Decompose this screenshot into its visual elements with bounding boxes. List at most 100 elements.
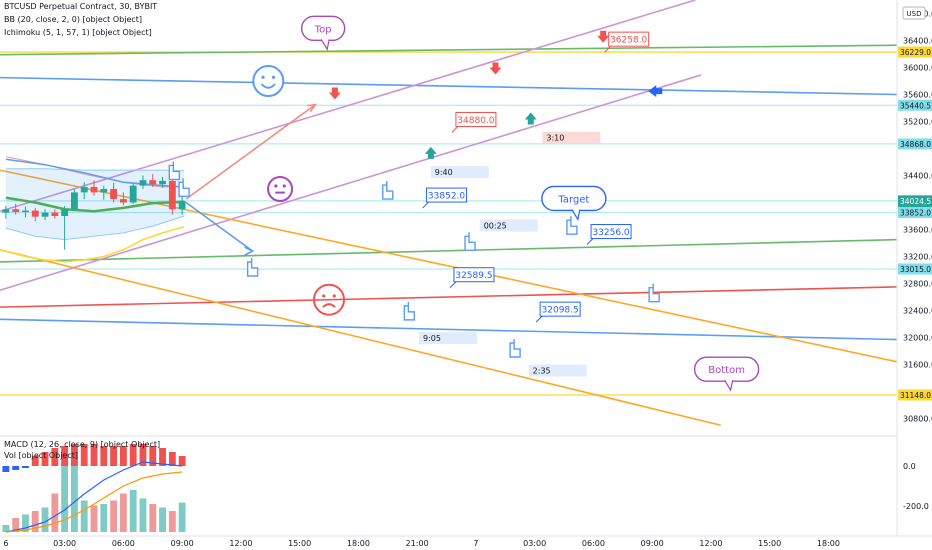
bollinger-lower-line <box>5 215 185 241</box>
trend-line-0 <box>0 44 898 56</box>
trend-line-6 <box>0 74 702 292</box>
macd-histogram-bar-18 <box>178 456 186 466</box>
trend-line-5 <box>0 0 696 213</box>
volume-legend: Vol [object Object] <box>4 451 79 460</box>
time-tick-1: 03:00 <box>53 539 76 548</box>
price-tick-11: 36000.0 <box>903 64 932 73</box>
volume-bar-13 <box>129 490 137 532</box>
time-tick-0: 6 <box>3 539 8 548</box>
macd-histogram-bar-2 <box>22 466 29 468</box>
projection-arrow-down-head <box>244 246 255 256</box>
macd-histogram-bar-14 <box>139 444 147 466</box>
time-label-text-13: 2:35 <box>533 367 551 376</box>
price-label-box-8 <box>539 301 581 317</box>
price-tick-3: 32400.0 <box>903 307 932 316</box>
macd-histogram-bar-13 <box>129 444 137 466</box>
volume-bar-3 <box>31 511 39 532</box>
price-tag-6 <box>898 389 932 401</box>
price-tag-2 <box>898 138 932 150</box>
time-tick-4: 12:00 <box>229 539 252 548</box>
volume-bar-5 <box>51 493 59 532</box>
time-tick-14: 18:00 <box>817 539 840 548</box>
volume-bar-11 <box>110 500 118 532</box>
price-label-tick-5 <box>422 201 429 209</box>
ichimoku-line <box>5 196 185 213</box>
price-tag-1 <box>898 99 932 111</box>
trend-line-4 <box>0 318 898 341</box>
volume-bar-12 <box>119 493 127 532</box>
candle-body-9 <box>90 186 98 193</box>
trend-line-2 <box>0 238 898 263</box>
price-label-text-8: 32098.5 <box>542 306 579 316</box>
callout-text-1: Target <box>557 194 589 205</box>
price-tick-4: 32800.0 <box>903 280 932 289</box>
price-tag-text-2: 34868.0 <box>900 140 931 149</box>
volume-bar-15 <box>149 504 157 532</box>
time-label-box-10 <box>430 166 489 179</box>
candle-body-13 <box>129 185 137 203</box>
volume-bar-14 <box>139 498 147 532</box>
pointing-hand-icon-0 <box>168 161 181 181</box>
price-label-tick-8 <box>535 315 543 323</box>
ichimoku-legend: Ichimoku (5, 1, 57, 1) [object Object] <box>4 28 152 37</box>
price-label-box-5 <box>426 187 468 203</box>
time-tick-5: 15:00 <box>288 539 311 548</box>
down-marker-icon-3 <box>597 30 610 43</box>
price-label-box-6 <box>590 224 632 240</box>
callout-tail-1 <box>571 209 581 222</box>
price-tag-text-1: 35440.5 <box>900 101 931 110</box>
price-label-text-6: 33256.0 <box>592 228 629 238</box>
happy-face-icon-outline <box>252 65 285 97</box>
time-label-text-11: 00:25 <box>484 221 507 230</box>
macd-line <box>5 461 183 533</box>
macd-histogram-bar-1 <box>12 466 20 470</box>
neutral-face-icon <box>267 176 294 202</box>
volume-bar-2 <box>22 514 29 532</box>
macd-histogram-bar-9 <box>90 444 98 466</box>
time-tick-9: 03:00 <box>523 539 546 548</box>
volume-bar-4 <box>41 507 49 532</box>
time-tick-13: 15:00 <box>758 539 781 548</box>
candle-body-1 <box>12 209 20 212</box>
up-marker-icon-2 <box>524 112 537 125</box>
time-label-text-9: 3:10 <box>546 134 564 143</box>
price-tick-12: 36400.0 <box>903 37 932 46</box>
trend-lines-layer <box>0 0 898 427</box>
volume-bar-18 <box>178 502 186 532</box>
down-marker-icon-2 <box>489 62 502 75</box>
time-label-box-13 <box>528 364 587 377</box>
volume-bar-8 <box>80 500 88 532</box>
price-label-text-7: 32589.5 <box>455 271 492 281</box>
price-label-box-3 <box>608 31 650 47</box>
price-tag-4 <box>898 206 932 218</box>
candle-body-15 <box>149 180 157 185</box>
volume-bar-6 <box>61 462 69 532</box>
price-label-text-3: 36258.0 <box>610 36 647 46</box>
pointing-hand-icon-4 <box>403 301 416 321</box>
price-tick-0: 30800.0 <box>903 415 932 424</box>
price-tag-5 <box>898 263 932 275</box>
sad-face-icon-eye-right <box>332 294 336 298</box>
macd-histogram-bar-6 <box>61 446 69 466</box>
callout-tail-2 <box>724 379 734 392</box>
macd-histogram-bar-3 <box>31 456 39 466</box>
bollinger-upper-line <box>5 168 185 172</box>
time-label-box-11 <box>479 219 538 232</box>
time-label-text-12: 9:05 <box>423 334 441 343</box>
indicator-layer <box>0 156 185 263</box>
macd-histogram-bar-16 <box>159 448 166 466</box>
bollinger-band-fill <box>5 168 185 240</box>
pointing-hand-icon-5 <box>509 339 521 358</box>
price-tag-text-0: 36229.0 <box>900 48 931 57</box>
callout-text-0: Top <box>314 24 332 35</box>
price-label-tick-3 <box>604 45 612 53</box>
macd-tick-1: -200.0 <box>903 502 929 511</box>
price-tag-0 <box>898 46 932 58</box>
price-label-text-4: 34880.0 <box>457 116 494 126</box>
price-label-tick-6 <box>586 238 594 245</box>
candle-body-6 <box>61 209 69 216</box>
candle-body-7 <box>70 192 78 210</box>
time-tick-2: 06:00 <box>112 539 135 548</box>
